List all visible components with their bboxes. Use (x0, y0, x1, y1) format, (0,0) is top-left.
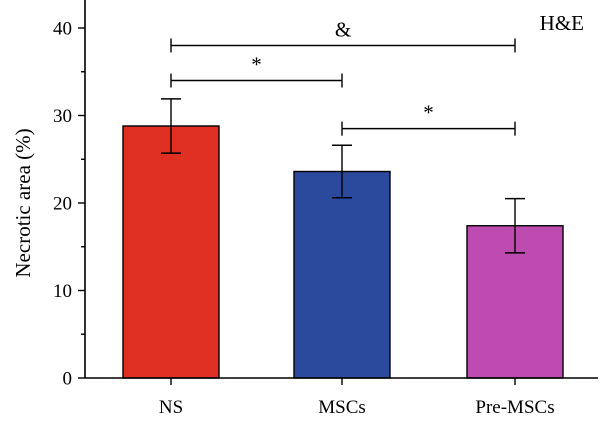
significance-bracket-3: * (341, 101, 516, 136)
corner-label: H&E (540, 11, 584, 35)
y-tick-label: 40 (53, 19, 72, 40)
y-tick-label: 0 (63, 369, 73, 390)
bracket-line (341, 121, 516, 136)
error-bar-pre-mscs (505, 197, 525, 254)
x-tick-label: MSCs (318, 397, 366, 418)
bar-ns (122, 125, 220, 379)
error-bars (161, 98, 525, 254)
axes: 0 10 20 30 40 NS MSCs Pre-MSCs (53, 0, 598, 418)
y-tick-label: 20 (53, 194, 72, 215)
y-tick-label: 30 (53, 106, 72, 127)
bracket-line (170, 73, 343, 88)
significance-bracket-1: & (170, 18, 516, 53)
significance-label: * (251, 53, 262, 77)
bar-mscs (293, 170, 391, 379)
x-tick-label: Pre-MSCs (475, 397, 554, 418)
significance-label: * (423, 101, 434, 125)
error-bar-ns (161, 98, 181, 154)
y-tick-label: 10 (53, 281, 72, 302)
y-axis-title: Necrotic area (%) (11, 128, 35, 277)
significance-bracket-2: * (170, 53, 343, 88)
x-tick-label: NS (159, 397, 183, 418)
bars (122, 125, 564, 379)
error-bar-mscs (332, 144, 352, 199)
bracket-line (170, 38, 516, 53)
significance-label: & (335, 18, 351, 42)
significance-brackets: & * * (170, 18, 516, 136)
